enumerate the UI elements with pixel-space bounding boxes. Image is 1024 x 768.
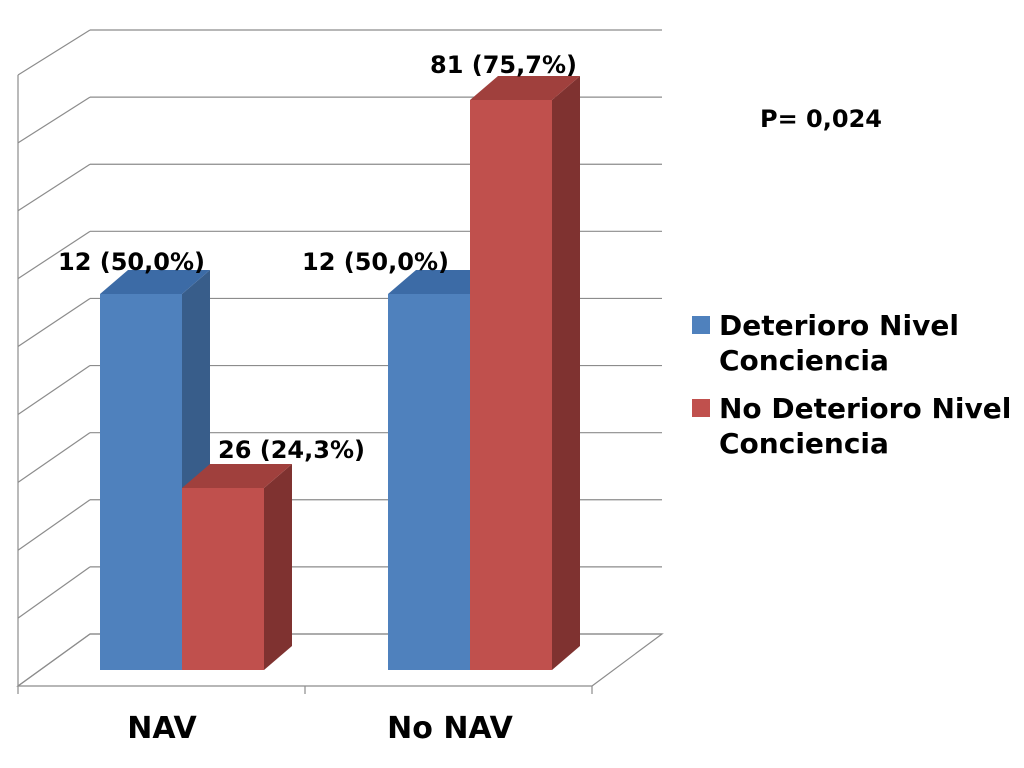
category-label-nav: NAV [127,711,197,746]
gridline-side [17,499,91,551]
data-labels: 12 (50,0%) 26 (24,3%) 12 (50,0%) 81 (75,7%) [58,51,577,464]
gridline-side [17,432,91,483]
legend-label-deterioro-line1: Deterioro Nivel [719,309,959,342]
data-label: 81 (75,7%) [430,51,577,79]
gridline-side [17,96,91,144]
data-label: 26 (24,3%) [218,436,365,464]
gridline-side [17,163,91,212]
floor [16,633,664,687]
legend-label-no-deterioro-line2: Conciencia [719,427,889,460]
bar-nav-no-deterioro [182,464,292,670]
legend-swatch-deterioro [692,316,710,334]
gridline-side [17,297,91,348]
gridline-side [17,566,91,619]
legend-swatch-no-deterioro [692,399,710,417]
bars [100,76,580,670]
p-value-annotation: P= 0,024 [760,105,882,133]
gridline-side [17,29,91,76]
category-label-no-nav: No NAV [387,711,513,746]
legend-label-deterioro-line2: Conciencia [719,344,889,377]
gridline-side [17,230,91,280]
bar-no-nav-no-deterioro [470,76,580,670]
legend: Deterioro Nivel Conciencia No Deterioro … [692,309,1011,460]
data-label: 12 (50,0%) [58,248,205,276]
gridline-side [17,365,91,415]
category-labels: NAV No NAV [127,711,513,746]
data-label: 12 (50,0%) [302,248,449,276]
legend-label-no-deterioro-line1: No Deterioro Nivel [719,392,1011,425]
